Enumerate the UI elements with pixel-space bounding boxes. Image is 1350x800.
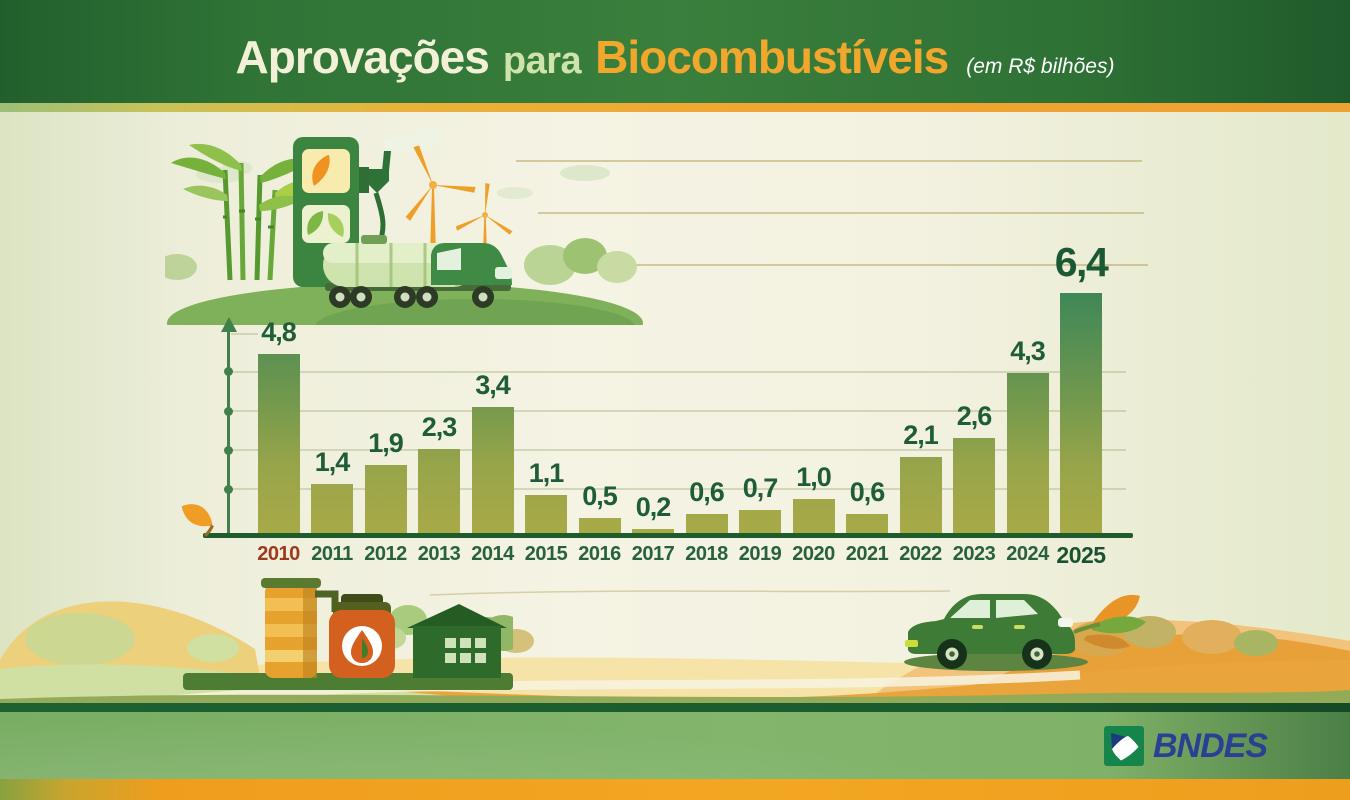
page-title-connector: para [502,40,582,82]
value-label-2016: 0,5 [582,481,618,511]
sugarcane-icon [171,143,323,281]
y-axis-tick-dot [224,445,233,455]
trees-icon [165,238,637,285]
gridline [538,212,1144,214]
bar-2020 [792,499,835,537]
value-label-2013: 2,3 [421,412,458,442]
bar-2015 [525,495,567,537]
bar-2025 [1060,293,1102,537]
x-tick-2014: 2014 [471,543,514,565]
barn-windows [445,638,486,663]
eco-car-icon [905,594,1075,669]
x-tick-2025: 2025 [1056,542,1106,568]
exhaust-leaves-icon [1073,594,1146,649]
bar-2021 [846,514,888,537]
page-title-unit: (em R$ bilhões) [966,55,1115,78]
x-tick-2023: 2023 [952,543,996,565]
bar-2019 [739,510,781,537]
y-axis [227,331,230,535]
bndes-logo-mark-icon [1104,726,1144,766]
y-axis-arrow [221,317,237,332]
x-tick-2015: 2015 [524,543,568,565]
truck-wheels [329,286,494,308]
value-label-2011: 1,4 [314,447,351,477]
biofuel-tank-icon [329,594,395,678]
biofuel-scene-illustration [165,129,643,325]
value-label-2017: 0,2 [635,492,672,522]
value-label-2018: 0,6 [689,477,725,507]
value-label-2012: 1,9 [368,428,404,458]
bndes-logo: BNDES [1104,726,1268,766]
x-tick-2021: 2021 [845,543,889,565]
gridline [231,371,1126,373]
bar-2023 [953,438,995,537]
orange-leaf-icon [312,155,330,186]
value-label-2014: 3,4 [475,370,511,400]
gridline [516,160,1142,162]
tanker-truck-icon [323,235,512,308]
x-tick-2012: 2012 [364,543,407,565]
y-axis-tick-dot [224,484,233,494]
y-axis-tick-dot [224,406,233,416]
bar-2018 [685,514,728,537]
bar-2010 [257,354,300,537]
x-tick-2017: 2017 [631,543,675,565]
bndes-logo-text: BNDES [1153,727,1268,765]
barn-icon [407,604,507,678]
footer-orange-strip [0,779,1350,800]
x-axis-baseline [203,533,1133,538]
gridline [560,264,1148,266]
x-tick-2020: 2020 [792,543,835,565]
biofuel-plant-scene [183,578,513,690]
storage-silo-icon [261,578,339,678]
value-label-2022: 2,1 [903,420,939,450]
value-label-2020: 1,0 [796,462,832,492]
wind-turbine-icon [405,145,476,255]
bar-2013 [418,449,460,537]
value-label-2015: 1,1 [528,458,565,488]
fuel-nozzle-icon [369,169,389,193]
value-label-2010: 4,8 [261,317,297,347]
gridline [231,488,1126,490]
eco-car-scene [904,594,1146,671]
bar-2012 [364,465,407,537]
x-tick-2022: 2022 [899,543,942,565]
gridline [231,449,1126,451]
x-tick-2016: 2016 [578,543,621,565]
bar-2024 [1006,373,1049,537]
car-shadow [904,653,1088,671]
bar-2014 [471,407,514,537]
bar-2011 [311,484,353,537]
header-banner: Aprovações para Biocombustíveis (em R$ b… [0,0,1350,103]
value-label-2021: 0,6 [849,477,886,507]
gridline [231,333,258,335]
x-tick-2011: 2011 [311,543,353,565]
bar-2016 [578,518,621,537]
x-tick-2013: 2013 [417,543,461,565]
page-title-emphasis: Biocombustíveis [595,31,949,83]
orange-leaf-icon [181,504,214,537]
value-label-2019: 0,7 [742,473,779,503]
bar-2022 [899,457,942,537]
value-label-2023: 2,6 [956,401,993,431]
footer-divider [0,703,1350,712]
x-tick-2010: 2010 [257,543,300,565]
gridline [231,410,1126,412]
value-label-2025: 6,4 [1054,239,1109,285]
x-tick-2018: 2018 [685,543,728,565]
value-label-2024: 4,3 [1010,336,1046,366]
y-axis-tick-dot [224,366,233,376]
page-title: Aprovações [235,31,490,83]
x-tick-2019: 2019 [738,543,782,565]
x-tick-2024: 2024 [1006,543,1049,565]
accent-strip [0,103,1350,112]
